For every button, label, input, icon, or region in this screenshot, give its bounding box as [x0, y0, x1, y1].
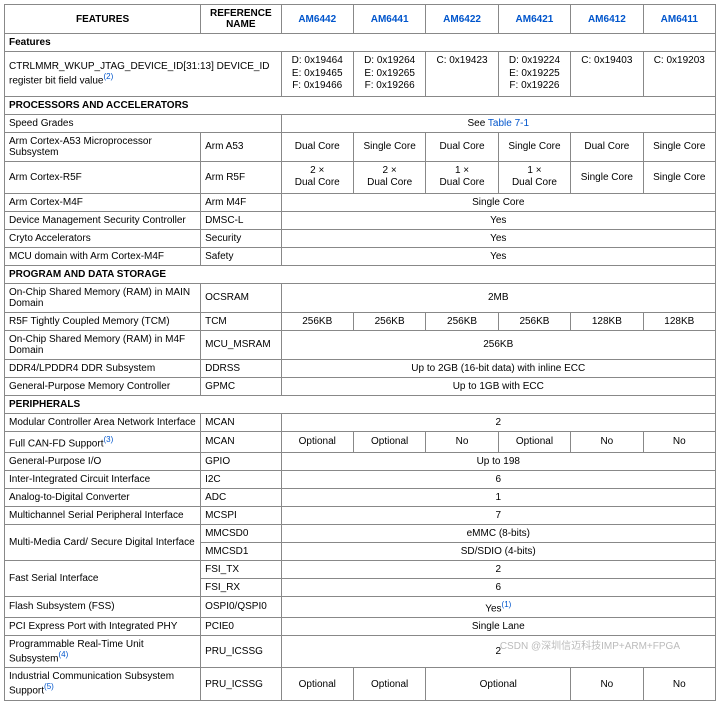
row-ctrlmmr: CTRLMMR_WKUP_JTAG_DEVICE_ID[31:13] DEVIC…	[5, 52, 716, 97]
canfd-note[interactable]: (3)	[103, 435, 113, 444]
row-pcie: PCI Express Port with Integrated PHY PCI…	[5, 618, 716, 636]
row-a53: Arm Cortex-A53 Microprocessor Subsystem …	[5, 132, 716, 161]
header-features: FEATURES	[5, 5, 201, 34]
row-pru: Programmable Real-Time Unit Subsystem(4)…	[5, 636, 716, 668]
ctrl-am6411: C: 0x19203	[643, 52, 715, 97]
row-gpmc: General-Purpose Memory Controller GPMC U…	[5, 377, 716, 395]
speed-see: See	[468, 118, 488, 129]
row-fsi-tx: Fast Serial Interface FSI_TX 2	[5, 560, 716, 578]
ctrl-note[interactable]: (2)	[104, 72, 114, 81]
section-periph: PERIPHERALS	[5, 395, 716, 413]
row-canfd: Full CAN-FD Support(3) MCAN Optional Opt…	[5, 431, 716, 452]
device-link-am6422[interactable]: AM6422	[443, 14, 481, 25]
row-ddrss: DDR4/LPDDR4 DDR Subsystem DDRSS Up to 2G…	[5, 359, 716, 377]
a53-feat: Arm Cortex-A53 Microprocessor Subsystem	[5, 132, 201, 161]
row-speed: Speed Grades See Table 7-1	[5, 114, 716, 132]
row-crypto: Cryto Accelerators Security Yes	[5, 229, 716, 247]
row-m4f: Arm Cortex-M4F Arm M4F Single Core	[5, 193, 716, 211]
ctrl-am6441: D: 0x19264 E: 0x19265 F: 0x19266	[353, 52, 425, 97]
row-dmscl: Device Management Security Controller DM…	[5, 211, 716, 229]
row-i2c: Inter-Integrated Circuit Interface I2C 6	[5, 470, 716, 488]
device-link-am6412[interactable]: AM6412	[588, 14, 626, 25]
ctrl-label: CTRLMMR_WKUP_JTAG_DEVICE_ID[31:13] DEVIC…	[9, 61, 269, 86]
section-features: Features	[5, 34, 716, 52]
device-link-am6421[interactable]: AM6421	[516, 14, 554, 25]
row-mcu: MCU domain with Arm Cortex-M4F Safety Ye…	[5, 247, 716, 265]
row-mcan: Modular Controller Area Network Interfac…	[5, 413, 716, 431]
device-link-am6441[interactable]: AM6441	[371, 14, 409, 25]
section-prog: PROGRAM AND DATA STORAGE	[5, 265, 716, 283]
device-link-am6411[interactable]: AM6411	[661, 14, 698, 25]
section-proc: PROCESSORS AND ACCELERATORS	[5, 96, 716, 114]
icss-note[interactable]: (5)	[44, 682, 54, 691]
row-tcm: R5F Tightly Coupled Memory (TCM) TCM 256…	[5, 312, 716, 330]
row-gpio: General-Purpose I/O GPIO Up to 198	[5, 452, 716, 470]
row-adc: Analog-to-Digital Converter ADC 1	[5, 488, 716, 506]
ctrl-am6412: C: 0x19403	[571, 52, 643, 97]
row-fss: Flash Subsystem (FSS) OSPI0/QSPI0 Yes(1)	[5, 596, 716, 617]
row-msram: On-Chip Shared Memory (RAM) in M4F Domai…	[5, 330, 716, 359]
r5f-feat: Arm Cortex-R5F	[5, 161, 201, 193]
r5f-ref: Arm R5F	[201, 161, 281, 193]
ctrl-am6421: D: 0x19224 E: 0x19225 F: 0x19226	[498, 52, 570, 97]
row-mcspi: Multichannel Serial Peripheral Interface…	[5, 506, 716, 524]
fss-note[interactable]: (1)	[502, 600, 512, 609]
header-row: FEATURES REFERENCE NAME AM6442 AM6441 AM…	[5, 5, 716, 34]
row-icss: Industrial Communication Subsystem Suppo…	[5, 668, 716, 700]
ctrl-am6422: C: 0x19423	[426, 52, 498, 97]
speed-link[interactable]: Table 7-1	[488, 118, 529, 129]
header-refname: REFERENCE NAME	[201, 5, 281, 34]
row-ocsram: On-Chip Shared Memory (RAM) in MAIN Doma…	[5, 283, 716, 312]
row-mmcsd0: Multi-Media Card/ Secure Digital Interfa…	[5, 524, 716, 542]
a53-ref: Arm A53	[201, 132, 281, 161]
speed-feat: Speed Grades	[5, 114, 282, 132]
ctrl-am6442: D: 0x19464 E: 0x19465 F: 0x19466	[281, 52, 353, 97]
device-link-am6442[interactable]: AM6442	[298, 14, 336, 25]
row-r5f: Arm Cortex-R5F Arm R5F 2 × Dual Core 2 ×…	[5, 161, 716, 193]
device-comparison-table: FEATURES REFERENCE NAME AM6442 AM6441 AM…	[4, 4, 716, 701]
